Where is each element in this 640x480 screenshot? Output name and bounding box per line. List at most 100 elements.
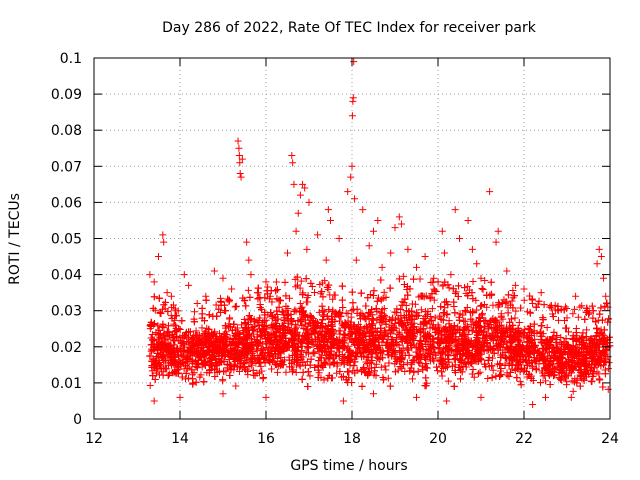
data-point bbox=[299, 368, 307, 376]
data-point bbox=[451, 290, 459, 298]
data-point bbox=[273, 286, 281, 294]
data-point bbox=[169, 334, 177, 342]
data-point bbox=[146, 382, 154, 390]
data-point bbox=[422, 382, 430, 390]
data-point bbox=[252, 345, 260, 353]
data-point bbox=[403, 286, 411, 294]
data-point bbox=[320, 308, 328, 316]
data-point bbox=[282, 292, 290, 300]
data-point bbox=[192, 327, 200, 335]
data-point bbox=[576, 382, 584, 390]
data-point bbox=[543, 324, 551, 332]
data-point bbox=[467, 315, 475, 323]
data-point bbox=[456, 310, 464, 318]
data-point bbox=[417, 320, 425, 328]
data-point bbox=[377, 363, 385, 371]
data-point bbox=[257, 347, 265, 355]
data-point bbox=[589, 314, 597, 322]
data-point bbox=[561, 303, 569, 311]
data-point bbox=[221, 330, 229, 338]
data-point bbox=[478, 285, 486, 293]
data-point bbox=[280, 347, 288, 355]
data-point bbox=[435, 326, 443, 334]
data-point bbox=[329, 308, 337, 316]
data-point bbox=[504, 309, 512, 317]
data-point bbox=[319, 307, 327, 315]
data-point bbox=[557, 334, 565, 342]
data-point bbox=[601, 366, 609, 374]
data-point bbox=[196, 373, 204, 381]
data-point bbox=[363, 353, 371, 361]
data-point bbox=[444, 377, 452, 385]
data-point bbox=[507, 315, 515, 323]
data-point bbox=[348, 307, 356, 315]
data-point bbox=[542, 377, 550, 385]
data-point bbox=[285, 353, 293, 361]
data-point bbox=[305, 343, 313, 351]
data-point bbox=[339, 356, 347, 364]
data-point bbox=[291, 306, 299, 314]
data-point bbox=[475, 337, 483, 345]
data-point bbox=[333, 369, 341, 377]
data-point bbox=[487, 278, 495, 286]
data-point bbox=[538, 322, 546, 330]
data-point bbox=[495, 299, 503, 307]
data-point bbox=[469, 295, 477, 303]
data-point bbox=[485, 323, 493, 331]
data-point bbox=[228, 326, 236, 334]
data-point bbox=[476, 368, 484, 376]
data-point bbox=[408, 375, 416, 383]
data-point bbox=[495, 300, 503, 308]
data-point bbox=[457, 375, 464, 383]
data-point bbox=[472, 296, 480, 304]
data-point bbox=[538, 367, 546, 375]
data-point bbox=[385, 315, 393, 323]
data-point bbox=[546, 381, 554, 389]
data-point bbox=[557, 305, 565, 313]
data-point bbox=[505, 372, 513, 380]
data-point bbox=[535, 297, 543, 305]
data-point bbox=[287, 328, 295, 336]
data-point bbox=[317, 320, 325, 328]
data-point bbox=[551, 306, 559, 314]
data-point bbox=[451, 355, 459, 363]
data-point bbox=[400, 272, 408, 280]
data-point bbox=[579, 329, 587, 337]
data-point bbox=[331, 291, 339, 299]
data-point bbox=[165, 328, 173, 336]
data-point bbox=[474, 370, 482, 378]
data-point bbox=[468, 370, 476, 378]
data-point bbox=[182, 369, 190, 377]
data-point bbox=[479, 310, 487, 318]
data-point bbox=[380, 288, 388, 296]
data-point bbox=[282, 302, 290, 310]
data-point bbox=[511, 314, 519, 322]
data-point bbox=[171, 328, 179, 336]
data-point bbox=[545, 348, 553, 356]
data-point bbox=[543, 365, 551, 373]
data-point bbox=[536, 355, 544, 363]
data-point bbox=[604, 365, 612, 373]
data-point bbox=[150, 293, 158, 301]
data-point bbox=[282, 368, 290, 376]
data-point bbox=[481, 277, 489, 285]
data-point bbox=[240, 297, 248, 305]
data-point bbox=[397, 305, 405, 313]
data-point bbox=[416, 275, 424, 283]
data-point bbox=[536, 329, 544, 337]
data-point bbox=[251, 371, 259, 379]
data-point bbox=[433, 367, 441, 375]
data-point bbox=[183, 365, 191, 373]
data-point bbox=[601, 302, 609, 310]
data-point bbox=[260, 326, 268, 334]
data-point bbox=[308, 283, 316, 291]
data-point bbox=[391, 308, 399, 316]
data-point bbox=[293, 281, 301, 289]
data-point bbox=[508, 297, 516, 305]
data-point bbox=[430, 296, 438, 304]
data-point bbox=[318, 279, 326, 287]
data-point bbox=[508, 365, 516, 373]
data-point bbox=[386, 382, 394, 390]
data-point bbox=[515, 318, 523, 326]
data-point bbox=[583, 326, 591, 334]
